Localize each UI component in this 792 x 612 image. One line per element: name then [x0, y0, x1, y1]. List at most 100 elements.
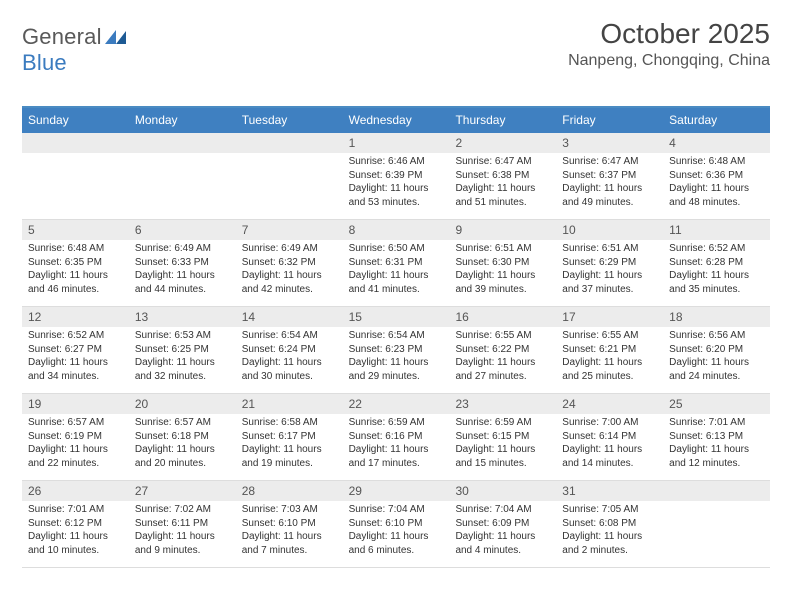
calendar-day: 4Sunrise: 6:48 AMSunset: 6:36 PMDaylight…	[663, 133, 770, 219]
calendar-day-body: Sunrise: 7:00 AMSunset: 6:14 PMDaylight:…	[556, 414, 663, 474]
calendar-day-line: Daylight: 11 hours	[455, 443, 550, 457]
calendar-day-number: 19	[22, 394, 129, 414]
calendar-day-line: and 32 minutes.	[135, 370, 230, 384]
calendar-week: 5Sunrise: 6:48 AMSunset: 6:35 PMDaylight…	[22, 220, 770, 307]
calendar-day-body: Sunrise: 6:53 AMSunset: 6:25 PMDaylight:…	[129, 327, 236, 387]
calendar-day-number: 8	[343, 220, 450, 240]
dayname-tuesday: Tuesday	[236, 108, 343, 133]
calendar-day-line: Sunset: 6:23 PM	[349, 343, 444, 357]
calendar-day-number	[129, 133, 236, 153]
calendar-day-line: Sunset: 6:13 PM	[669, 430, 764, 444]
calendar-day: 3Sunrise: 6:47 AMSunset: 6:37 PMDaylight…	[556, 133, 663, 219]
calendar-day-line: Daylight: 11 hours	[562, 182, 657, 196]
calendar-day-line: Sunset: 6:32 PM	[242, 256, 337, 270]
calendar-day-number: 21	[236, 394, 343, 414]
calendar-day-number: 9	[449, 220, 556, 240]
calendar-day-number: 25	[663, 394, 770, 414]
calendar-day-line: Sunset: 6:09 PM	[455, 517, 550, 531]
calendar-day-body: Sunrise: 6:59 AMSunset: 6:15 PMDaylight:…	[449, 414, 556, 474]
calendar-day-line: Sunset: 6:39 PM	[349, 169, 444, 183]
calendar-day-body: Sunrise: 6:48 AMSunset: 6:36 PMDaylight:…	[663, 153, 770, 213]
calendar-day-body: Sunrise: 7:03 AMSunset: 6:10 PMDaylight:…	[236, 501, 343, 561]
calendar-day-line: Sunrise: 7:01 AM	[28, 503, 123, 517]
calendar-day-line: and 48 minutes.	[669, 196, 764, 210]
calendar-day-line: Sunset: 6:29 PM	[562, 256, 657, 270]
calendar-day-line: Daylight: 11 hours	[242, 269, 337, 283]
calendar-day-line: Daylight: 11 hours	[242, 443, 337, 457]
calendar-day-line: Sunset: 6:10 PM	[242, 517, 337, 531]
calendar-day-body: Sunrise: 7:02 AMSunset: 6:11 PMDaylight:…	[129, 501, 236, 561]
calendar-day-line: and 15 minutes.	[455, 457, 550, 471]
calendar-day-body	[663, 501, 770, 559]
calendar-day: 30Sunrise: 7:04 AMSunset: 6:09 PMDayligh…	[449, 481, 556, 567]
calendar-day-line: and 17 minutes.	[349, 457, 444, 471]
calendar-day-line: Daylight: 11 hours	[669, 269, 764, 283]
calendar-day-line: Sunrise: 7:00 AM	[562, 416, 657, 430]
calendar-day-line: Daylight: 11 hours	[135, 530, 230, 544]
calendar-day: 2Sunrise: 6:47 AMSunset: 6:38 PMDaylight…	[449, 133, 556, 219]
calendar-day-number: 29	[343, 481, 450, 501]
calendar-day-number: 12	[22, 307, 129, 327]
calendar-day-line: and 53 minutes.	[349, 196, 444, 210]
calendar-day: 6Sunrise: 6:49 AMSunset: 6:33 PMDaylight…	[129, 220, 236, 306]
calendar-week: 12Sunrise: 6:52 AMSunset: 6:27 PMDayligh…	[22, 307, 770, 394]
calendar-day-number: 23	[449, 394, 556, 414]
calendar-day-line: and 6 minutes.	[349, 544, 444, 558]
calendar-day: 23Sunrise: 6:59 AMSunset: 6:15 PMDayligh…	[449, 394, 556, 480]
calendar: Sunday Monday Tuesday Wednesday Thursday…	[22, 106, 770, 568]
calendar-day-line: Sunrise: 6:57 AM	[28, 416, 123, 430]
dayname-wednesday: Wednesday	[343, 108, 450, 133]
calendar-day-line: Sunrise: 6:54 AM	[242, 329, 337, 343]
calendar-day-number: 26	[22, 481, 129, 501]
calendar-day-line: Sunrise: 6:56 AM	[669, 329, 764, 343]
calendar-day-line: Sunset: 6:16 PM	[349, 430, 444, 444]
calendar-day-number	[22, 133, 129, 153]
calendar-day-line: Sunset: 6:14 PM	[562, 430, 657, 444]
calendar-day-line: and 27 minutes.	[455, 370, 550, 384]
calendar-day-line: Sunrise: 6:59 AM	[349, 416, 444, 430]
calendar-day-line: Daylight: 11 hours	[28, 356, 123, 370]
calendar-day-line: and 4 minutes.	[455, 544, 550, 558]
calendar-day-line: Sunrise: 6:55 AM	[455, 329, 550, 343]
calendar-day-line: Daylight: 11 hours	[455, 269, 550, 283]
calendar-day-line: Sunrise: 7:03 AM	[242, 503, 337, 517]
calendar-day-line: and 19 minutes.	[242, 457, 337, 471]
calendar-day-body: Sunrise: 7:01 AMSunset: 6:13 PMDaylight:…	[663, 414, 770, 474]
calendar-day-line: Sunrise: 6:47 AM	[562, 155, 657, 169]
calendar-day-line: and 24 minutes.	[669, 370, 764, 384]
calendar-day-line: and 44 minutes.	[135, 283, 230, 297]
calendar-day-body	[236, 153, 343, 211]
calendar-week: 19Sunrise: 6:57 AMSunset: 6:19 PMDayligh…	[22, 394, 770, 481]
logo: General Blue	[22, 24, 127, 76]
calendar-day-line: Daylight: 11 hours	[669, 356, 764, 370]
calendar-day: 5Sunrise: 6:48 AMSunset: 6:35 PMDaylight…	[22, 220, 129, 306]
calendar-day-number: 14	[236, 307, 343, 327]
calendar-day-line: Sunrise: 6:48 AM	[28, 242, 123, 256]
calendar-day-line: Sunrise: 6:55 AM	[562, 329, 657, 343]
calendar-day-number: 22	[343, 394, 450, 414]
calendar-day-line: and 46 minutes.	[28, 283, 123, 297]
calendar-day-line: Sunset: 6:19 PM	[28, 430, 123, 444]
calendar-day: 16Sunrise: 6:55 AMSunset: 6:22 PMDayligh…	[449, 307, 556, 393]
calendar-day-body: Sunrise: 6:51 AMSunset: 6:29 PMDaylight:…	[556, 240, 663, 300]
calendar-day-line: Daylight: 11 hours	[562, 530, 657, 544]
logo-text-general: General	[22, 24, 102, 49]
calendar-day: 9Sunrise: 6:51 AMSunset: 6:30 PMDaylight…	[449, 220, 556, 306]
page-title: October 2025	[568, 18, 770, 50]
calendar-day-line: and 2 minutes.	[562, 544, 657, 558]
calendar-day-number: 1	[343, 133, 450, 153]
calendar-day-line: and 30 minutes.	[242, 370, 337, 384]
calendar-day: 21Sunrise: 6:58 AMSunset: 6:17 PMDayligh…	[236, 394, 343, 480]
calendar-day-line: Daylight: 11 hours	[349, 530, 444, 544]
calendar-day-line: Daylight: 11 hours	[562, 269, 657, 283]
calendar-day-line: Daylight: 11 hours	[28, 443, 123, 457]
calendar-day-line: Sunset: 6:38 PM	[455, 169, 550, 183]
calendar-day-body: Sunrise: 6:51 AMSunset: 6:30 PMDaylight:…	[449, 240, 556, 300]
calendar-day-line: Sunrise: 7:05 AM	[562, 503, 657, 517]
calendar-day-line: and 42 minutes.	[242, 283, 337, 297]
calendar-day-line: Sunrise: 6:53 AM	[135, 329, 230, 343]
calendar-day: 29Sunrise: 7:04 AMSunset: 6:10 PMDayligh…	[343, 481, 450, 567]
calendar-day-line: Sunset: 6:30 PM	[455, 256, 550, 270]
calendar-day-body: Sunrise: 6:54 AMSunset: 6:24 PMDaylight:…	[236, 327, 343, 387]
calendar-day-line: Daylight: 11 hours	[28, 530, 123, 544]
